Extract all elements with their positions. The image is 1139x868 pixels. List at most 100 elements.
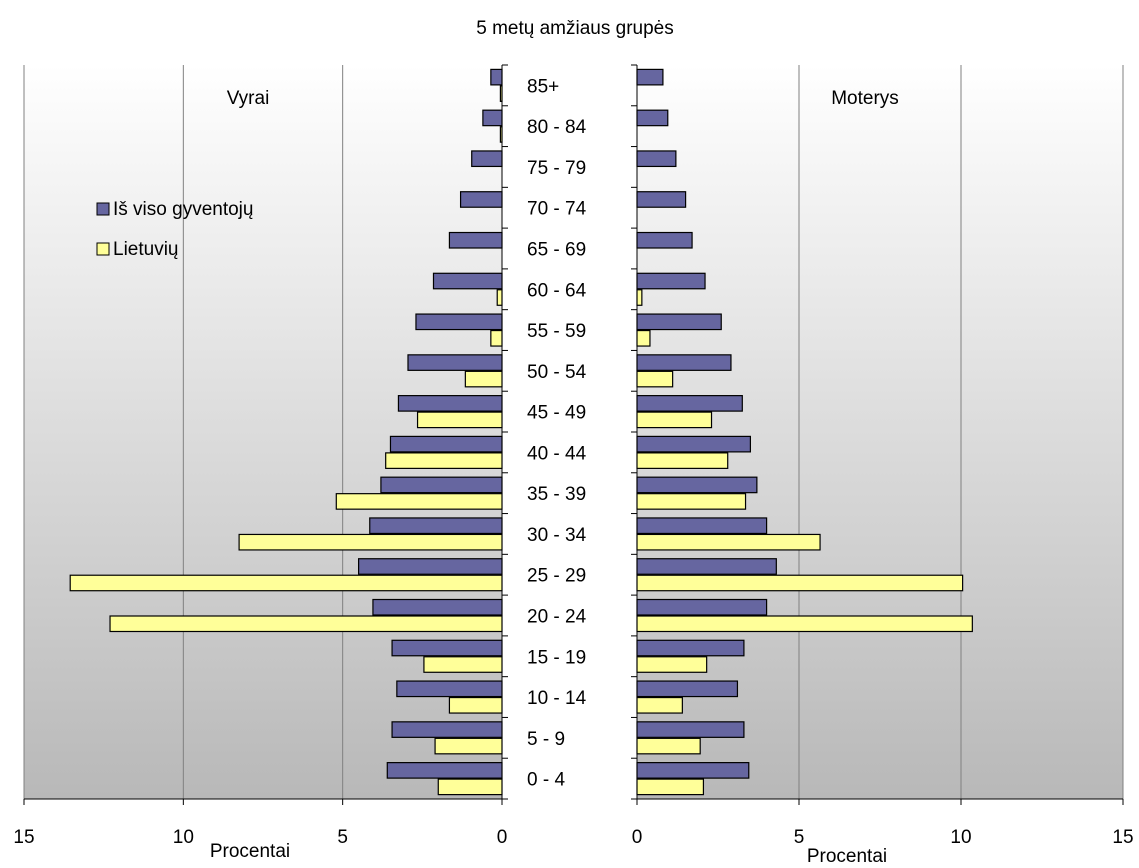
category-label: 55 - 59 — [527, 321, 586, 342]
left-bar-total — [369, 517, 503, 535]
right-bar-total — [636, 476, 758, 494]
right-bar-lithuanian — [636, 615, 973, 633]
left-plot-background — [24, 65, 502, 799]
right-x-axis-title: Procentai — [807, 846, 887, 867]
category-label: 35 - 39 — [527, 484, 586, 505]
left-bar-lithuanian — [496, 289, 503, 306]
legend-swatch — [96, 242, 110, 256]
right-x-tick-label: 5 — [794, 827, 805, 848]
left-bar-lithuanian — [423, 656, 503, 673]
right-bar-lithuanian — [636, 656, 708, 673]
left-x-tick-label: 5 — [337, 827, 348, 848]
left-panel-title: Vyrai — [227, 88, 270, 109]
category-label: 45 - 49 — [527, 403, 586, 424]
right-bar-lithuanian — [636, 696, 683, 714]
category-label: 60 - 64 — [527, 280, 587, 301]
left-x-tick-label: 0 — [497, 827, 508, 848]
right-x-tick-label: 15 — [1112, 827, 1133, 848]
category-label: 30 - 34 — [527, 525, 587, 546]
category-label: 50 - 54 — [527, 362, 587, 383]
right-bar-total — [636, 435, 752, 453]
category-label: 0 - 4 — [527, 770, 565, 791]
left-bar-lithuanian — [416, 411, 503, 429]
left-bar-total — [490, 68, 503, 86]
legend-label: Lietuvių — [113, 239, 179, 260]
left-bar-total — [397, 395, 503, 412]
right-bar-total — [636, 354, 732, 371]
right-bar-total — [636, 231, 693, 249]
left-bar-lithuanian — [434, 737, 503, 755]
left-bar-total — [380, 476, 503, 494]
category-label: 10 - 14 — [527, 688, 587, 709]
category-label: 75 - 79 — [527, 158, 586, 179]
right-bar-total — [636, 680, 739, 698]
right-bar-total — [636, 721, 745, 738]
left-bar-total — [471, 150, 503, 168]
left-bar-total — [389, 435, 503, 453]
left-x-tick-label: 15 — [13, 827, 34, 848]
right-bar-lithuanian — [636, 411, 713, 429]
right-bar-lithuanian — [636, 574, 964, 592]
category-label: 5 - 9 — [527, 729, 565, 750]
left-x-tick-label: 10 — [173, 827, 194, 848]
legend: Iš viso gyventojų Lietuvių — [96, 199, 253, 260]
category-label: 20 - 24 — [527, 607, 587, 628]
left-bar-total — [448, 231, 503, 249]
right-bar-total — [636, 762, 750, 779]
left-bar-lithuanian — [437, 778, 503, 796]
left-bar-lithuanian — [109, 615, 503, 633]
right-bar-lithuanian — [636, 452, 729, 469]
category-label: 80 - 84 — [527, 117, 587, 138]
right-bar-lithuanian — [636, 329, 651, 347]
right-bar-total — [636, 313, 722, 331]
legend-swatch — [96, 202, 110, 216]
left-bar-total — [358, 558, 503, 575]
right-bar-lithuanian — [636, 533, 821, 551]
left-bar-total — [415, 313, 503, 331]
left-bar-total — [432, 272, 503, 290]
right-bar-total — [636, 598, 768, 616]
category-label: 65 - 69 — [527, 240, 586, 261]
legend-label: Iš viso gyventojų — [113, 199, 253, 220]
right-plot-background — [637, 65, 1123, 799]
right-bar-lithuanian — [636, 289, 643, 306]
right-bar-total — [636, 109, 669, 127]
left-bar-lithuanian — [238, 533, 503, 551]
left-bar-total — [396, 680, 503, 698]
right-bar-lithuanian — [636, 778, 705, 796]
right-bar-total — [636, 191, 687, 208]
right-bar-total — [636, 150, 677, 168]
axes — [23, 64, 1124, 805]
right-bar-total — [636, 639, 745, 657]
left-bar-total — [459, 191, 503, 208]
left-bar-lithuanian — [335, 493, 503, 510]
category-label: 25 - 29 — [527, 566, 586, 587]
left-bar-lithuanian — [490, 329, 503, 347]
left-bar-lithuanian — [464, 370, 503, 388]
chart-title: 5 metų amžiaus grupės — [476, 18, 674, 39]
right-bar-total — [636, 395, 743, 412]
category-label: 15 - 19 — [527, 647, 586, 668]
right-x-tick-label: 0 — [632, 827, 643, 848]
category-label: 85+ — [527, 76, 559, 97]
right-bar-total — [636, 272, 706, 290]
bars — [69, 68, 973, 796]
right-bar-total — [636, 558, 777, 575]
right-bar-lithuanian — [636, 370, 674, 388]
category-label: 70 - 74 — [527, 199, 587, 220]
left-bar-total — [391, 721, 503, 738]
left-bar-lithuanian — [69, 574, 503, 592]
left-x-axis-title: Procentai — [210, 841, 290, 862]
right-panel-title: Moterys — [831, 88, 899, 109]
right-bar-total — [636, 517, 768, 535]
left-bar-lithuanian — [385, 452, 503, 469]
left-bar-total — [391, 639, 503, 657]
left-bar-total — [482, 109, 503, 127]
left-bar-lithuanian — [448, 696, 503, 714]
labels: 15 10 5 0 Vyrai Procentai 0 5 10 15 Moterys Procent… — [13, 76, 1133, 867]
right-bar-lithuanian — [636, 493, 747, 510]
gridlines — [23, 65, 1124, 799]
left-bar-total — [386, 762, 503, 779]
